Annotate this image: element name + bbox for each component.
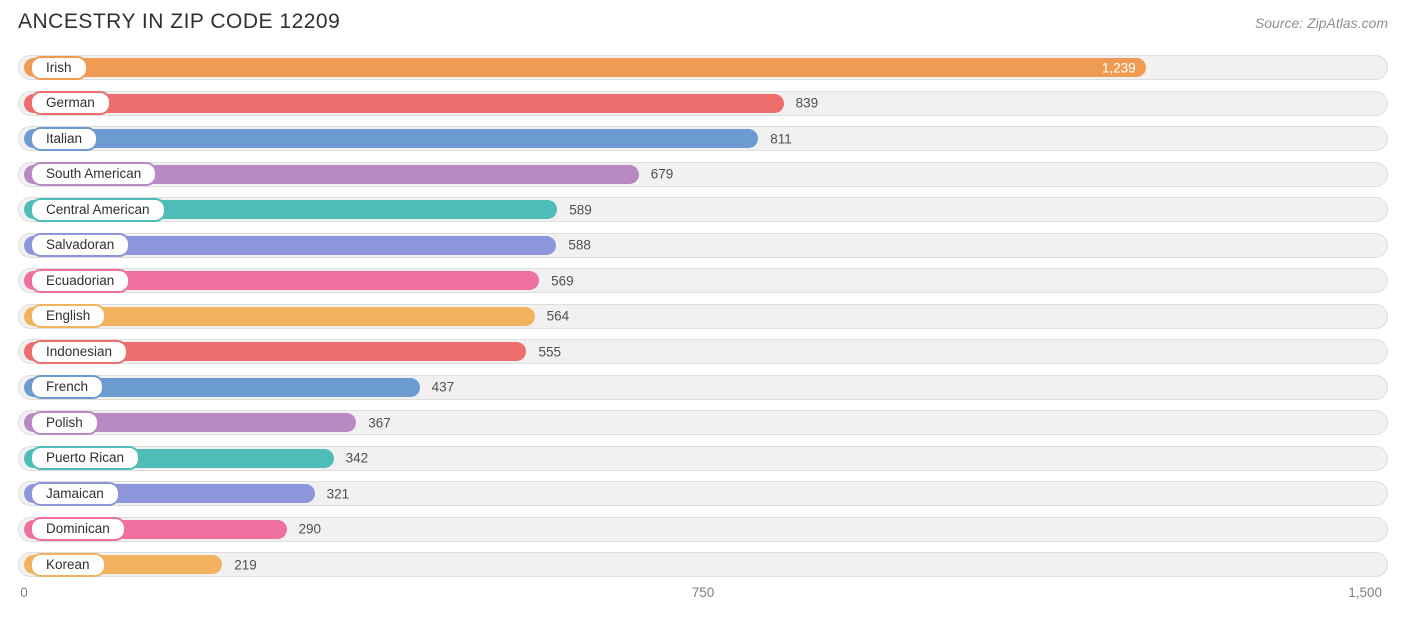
bar-value-label: 588 — [568, 238, 591, 253]
bar-value-label: 367 — [368, 415, 391, 430]
bar-value-label: 569 — [551, 273, 574, 288]
bar-value-label: 290 — [299, 522, 322, 537]
bar-row: French 437 — [18, 372, 1388, 403]
bar-value-label: 437 — [432, 380, 455, 395]
bar-value-label: 839 — [796, 96, 819, 111]
bar-category-pill: Korean — [30, 553, 106, 577]
bar-category-pill: Italian — [30, 127, 98, 151]
bar-value-label: 811 — [770, 131, 792, 146]
bar-row: Korean 219 — [18, 549, 1388, 580]
bar-value-label: 219 — [234, 557, 257, 572]
chart-header: ANCESTRY IN ZIP CODE 12209 Source: ZipAt… — [18, 10, 1388, 34]
bar-value-label: 679 — [651, 167, 674, 182]
x-axis-tick: 750 — [692, 585, 715, 600]
bar-row: Ecuadorian 569 — [18, 265, 1388, 296]
bar-category-pill: German — [30, 91, 111, 115]
bar-category-pill: Salvadoran — [30, 233, 130, 257]
bar-category-pill: French — [30, 375, 104, 399]
bar-value-label: 555 — [538, 344, 561, 359]
bar-row: Indonesian 555 — [18, 336, 1388, 367]
bar-category-pill: Irish — [30, 56, 88, 80]
bar-row: Jamaican 321 — [18, 478, 1388, 509]
bar-row: English 564 — [18, 301, 1388, 332]
bar-category-pill: Central American — [30, 198, 166, 222]
bar-category-pill: Dominican — [30, 517, 126, 541]
bar-row: South American 679 — [18, 159, 1388, 190]
bar-row: Puerto Rican 342 — [18, 443, 1388, 474]
bar-track — [18, 552, 1388, 577]
bar-row: German 839 — [18, 88, 1388, 119]
bar-row: Central American 589 — [18, 194, 1388, 225]
bar-value-label: 589 — [569, 202, 592, 217]
bar-value-label: 1,239 — [1102, 60, 1136, 75]
bar-row: Irish 1,239 — [18, 52, 1388, 83]
x-axis-tick: 0 — [20, 585, 28, 600]
x-axis: 0 750 1,500 — [18, 585, 1388, 609]
bar-category-pill: South American — [30, 162, 157, 186]
bar-row: Salvadoran 588 — [18, 230, 1388, 261]
chart-plot-area: Irish 1,239 German 839 Italian 811 South Ameri… — [18, 52, 1388, 609]
bar-category-pill: Jamaican — [30, 482, 120, 506]
bar-value-label: 321 — [327, 486, 350, 501]
chart-source: Source: ZipAtlas.com — [1255, 15, 1388, 31]
bar-fill — [24, 94, 784, 113]
x-axis-tick: 1,500 — [1348, 585, 1382, 600]
bar-fill — [24, 129, 758, 148]
bar-category-pill: Ecuadorian — [30, 269, 130, 293]
bar-value-label: 564 — [547, 309, 570, 324]
bar-category-pill: Polish — [30, 411, 99, 435]
bar-row: Italian 811 — [18, 123, 1388, 154]
bar-fill — [24, 58, 1146, 77]
bar-row: Polish 367 — [18, 407, 1388, 438]
bar-row: Dominican 290 — [18, 514, 1388, 545]
bar-category-pill: Puerto Rican — [30, 446, 140, 470]
bar-value-label: 342 — [346, 451, 369, 466]
chart-title: ANCESTRY IN ZIP CODE 12209 — [18, 10, 340, 34]
bar-category-pill: English — [30, 304, 106, 328]
bar-category-pill: Indonesian — [30, 340, 128, 364]
